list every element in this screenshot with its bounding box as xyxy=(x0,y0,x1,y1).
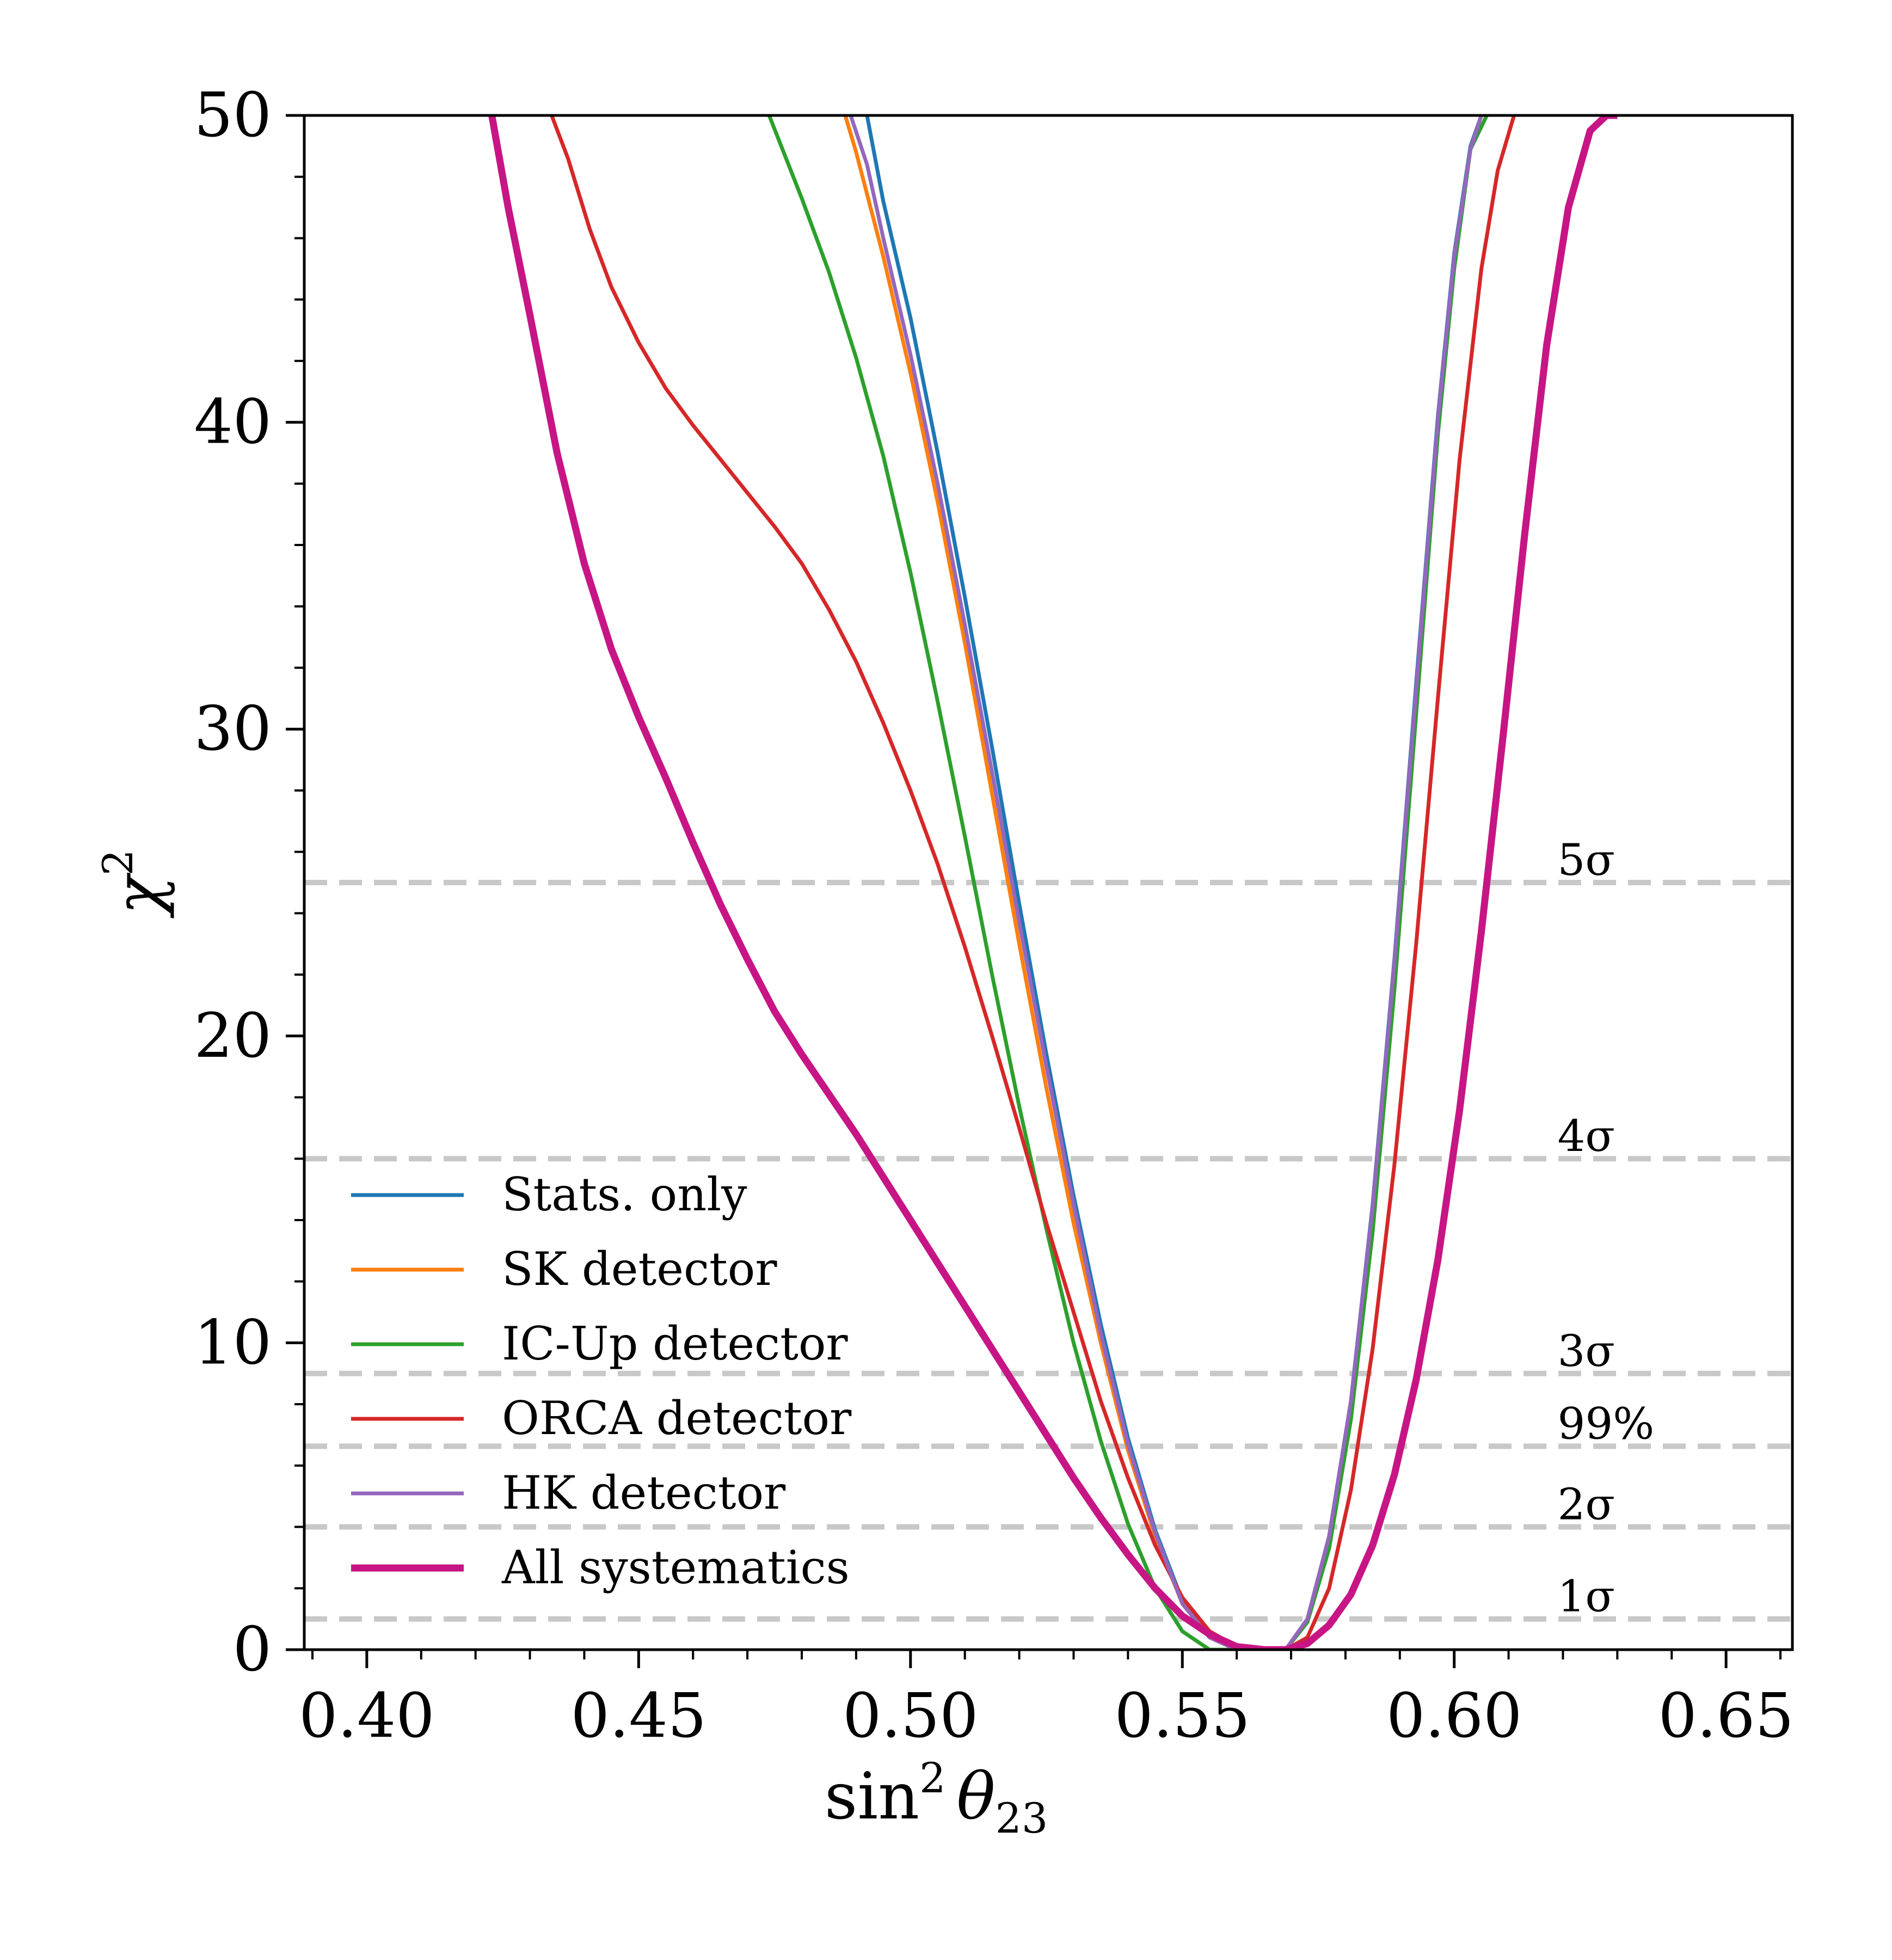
significance-label: 4σ xyxy=(1557,1111,1615,1161)
x-axis-title: sin2 θ23 xyxy=(825,1754,1048,1842)
y-tick-label: 10 xyxy=(194,1307,272,1378)
significance-labels: 1σ 2σ 99% 3σ 4σ 5σ xyxy=(1557,835,1654,1622)
legend-entry-label: SK detector xyxy=(502,1242,777,1296)
y-tick-label: 30 xyxy=(194,694,272,764)
significance-lines xyxy=(304,880,1792,1622)
significance-label: 5σ xyxy=(1557,835,1615,885)
y-axis-title: χ2 xyxy=(94,849,176,918)
x-tick-label: 0.45 xyxy=(571,1681,707,1751)
series-line xyxy=(550,115,1516,1650)
legend-entry-label: HK detector xyxy=(502,1466,786,1520)
legend: Stats. only SK detector IC-Up detector ORCA… xyxy=(351,1168,852,1594)
significance-label: 2σ xyxy=(1557,1479,1615,1530)
y-tick-label: 20 xyxy=(194,1001,272,1071)
significance-label: 1σ xyxy=(1557,1571,1615,1622)
legend-entry-label: ORCA detector xyxy=(502,1392,852,1445)
x-tick-label: 0.40 xyxy=(299,1681,434,1751)
y-tick-label: 50 xyxy=(194,80,272,151)
series-line xyxy=(767,115,1489,1650)
series-line xyxy=(488,115,1618,1650)
legend-entry-label: IC-Up detector xyxy=(502,1317,848,1370)
x-tick-label: 0.60 xyxy=(1386,1681,1522,1751)
x-tick-label: 0.50 xyxy=(843,1681,978,1751)
x-tick-label: 0.55 xyxy=(1115,1681,1250,1751)
y-axis-ticks: 0 10 20 30 40 50 xyxy=(194,80,304,1685)
y-tick-label: 40 xyxy=(194,387,272,458)
plot-frame xyxy=(303,114,1794,1651)
x-axis-ticks: 0.40 0.45 0.50 0.55 0.60 0.65 xyxy=(299,1650,1794,1751)
y-tick-label: 0 xyxy=(233,1614,272,1685)
significance-label: 99% xyxy=(1557,1398,1654,1449)
series-line xyxy=(849,115,1483,1650)
legend-entry-label: All systematics xyxy=(501,1541,850,1594)
data-series xyxy=(488,115,1618,1650)
x-tick-label: 0.65 xyxy=(1658,1681,1793,1751)
legend-entry-label: Stats. only xyxy=(502,1168,747,1221)
significance-label: 3σ xyxy=(1557,1326,1615,1376)
